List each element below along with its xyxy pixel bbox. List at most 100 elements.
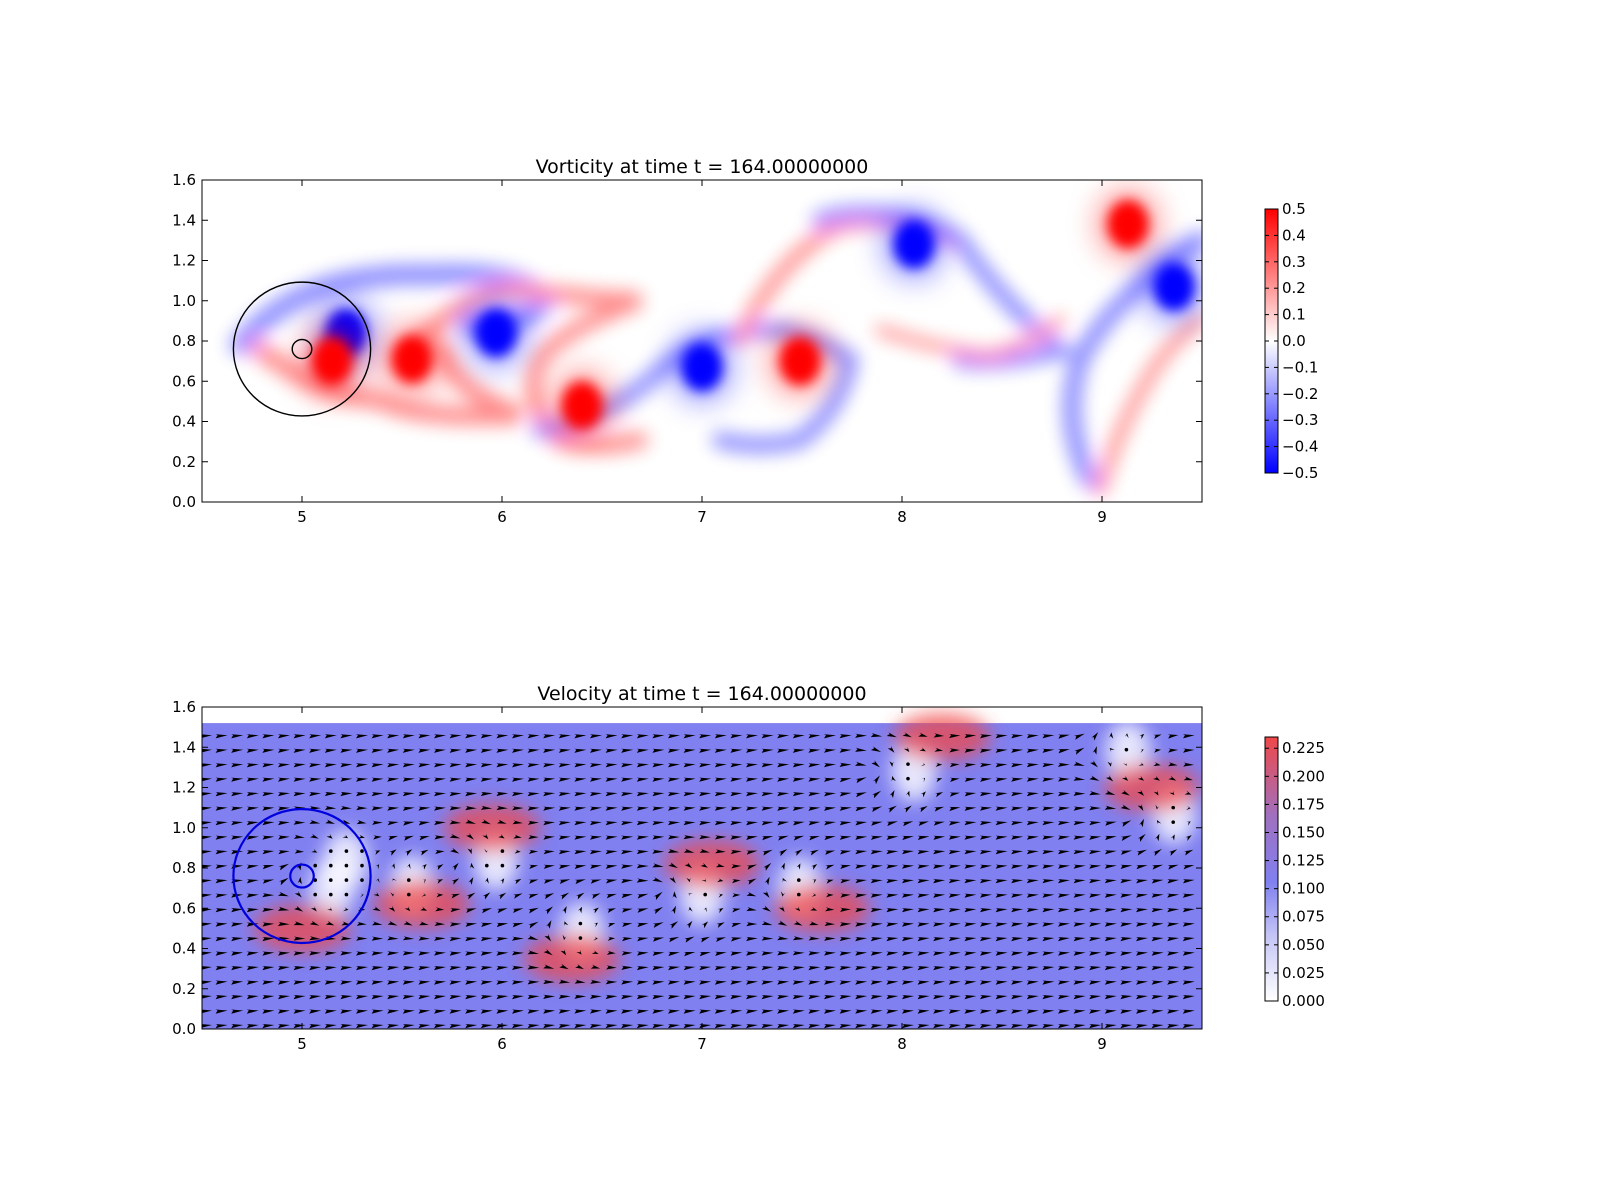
velocity-arrow [340,734,353,739]
velocity-arrow [730,835,743,840]
velocity-arrow [1089,775,1100,781]
velocity-arrow [434,921,446,926]
velocity-arrow [917,835,930,840]
y-tick-label: 1.4 [172,738,196,756]
velocity-arrow [324,1024,337,1029]
velocity-arrow [543,879,555,884]
velocity-arrow [1042,922,1055,927]
velocity-arrow [948,850,961,855]
velocity-arrow [1073,966,1086,971]
velocity-arrow [1042,734,1055,739]
velocity-arrow [262,966,275,971]
velocity-arrow [465,792,478,797]
velocity-arrow [324,980,337,985]
velocity-arrow [905,790,910,797]
velocity-arrow [839,792,852,797]
velocity-arrow [202,1009,212,1014]
velocity-arrow [514,849,521,854]
velocity-arrow [324,791,337,797]
velocity-arrow [714,995,727,1000]
velocity-arrow [980,792,992,797]
velocity-arrow [902,937,914,942]
velocity-arrow [387,936,399,941]
velocity-arrow [797,892,801,897]
velocity-arrow [1057,762,1070,767]
velocity-arrow [761,921,773,926]
velocity-arrow [995,1009,1008,1014]
velocity-arrow [699,748,712,753]
high-speed-region [774,884,870,933]
velocity-arrow [500,849,505,853]
velocity-arrow [761,792,774,797]
velocity-arrow [1136,922,1148,927]
velocity-arrow [356,734,368,739]
velocity-arrow [870,733,883,738]
velocity-arrow [558,821,571,826]
velocity-arrow [889,790,895,798]
velocity-arrow [1104,1024,1117,1029]
velocity-arrow [202,879,212,883]
velocity-arrow [512,806,524,811]
velocity-arrow [1074,747,1085,755]
velocity-arrow [1137,789,1145,796]
velocity-arrow [777,966,790,971]
velocity-arrow [886,732,897,738]
colorbar-tick-label: 0.5 [1282,200,1306,218]
velocity-arrow [373,892,380,897]
velocity-arrow [840,907,851,912]
velocity-arrow [387,821,399,826]
velocity-arrow [761,980,774,985]
velocity-arrow [278,763,290,768]
velocity-arrow [485,863,489,868]
velocity-arrow [933,1024,946,1029]
velocity-arrow [699,763,712,768]
velocity-arrow [356,966,368,971]
velocity-arrow [574,821,587,826]
velocity-arrow [434,835,446,840]
velocity-arrow [714,748,727,753]
velocity-arrow [512,1009,524,1014]
velocity-arrow [949,733,961,739]
velocity-arrow [700,936,710,943]
velocity-arrow [808,748,821,753]
velocity-arrow [621,763,634,768]
velocity-arrow [964,748,977,753]
velocity-arrow [668,951,680,957]
velocity-arrow [1167,951,1180,956]
velocity-arrow [730,821,743,826]
velocity-arrow [792,966,805,971]
velocity-arrow [418,1024,431,1029]
velocity-arrow [1073,791,1086,796]
velocity-arrow [375,864,380,870]
positive-vortex [391,335,433,384]
velocity-arrow [762,905,772,912]
velocity-arrow [297,876,302,885]
velocity-arrow [652,937,665,942]
velocity-arrow [202,980,212,985]
velocity-arrow [1011,864,1024,869]
velocity-arrow [605,734,618,739]
velocity-arrow [1136,865,1148,870]
velocity-arrow [356,1009,368,1014]
velocity-arrow [995,734,1008,739]
colorbar-tick-label: 0.025 [1282,964,1325,982]
velocity-arrow [855,850,868,855]
velocity-arrow [605,980,618,985]
velocity-arrow [683,980,696,985]
velocity-arrow [746,763,758,768]
velocity-arrow [792,936,805,941]
velocity-arrow [964,850,977,855]
velocity-arrow [231,835,244,840]
velocity-arrow [450,908,461,913]
velocity-colorbar-ticks: 0.225 0.200 0.175 0.150 0.125 0.100 0.075 0.050… [1265,739,1325,1010]
velocity-arrow [340,980,353,985]
velocity-arrow [995,951,1008,956]
velocity-arrow [1182,937,1195,942]
velocity-arrow [1026,734,1039,739]
velocity-arrow [1167,922,1180,927]
velocity-arrow [278,748,290,753]
velocity-arrow [995,879,1008,884]
velocity-arrow [607,936,616,941]
velocity-arrow [1091,732,1099,741]
velocity-arrow [949,763,960,768]
